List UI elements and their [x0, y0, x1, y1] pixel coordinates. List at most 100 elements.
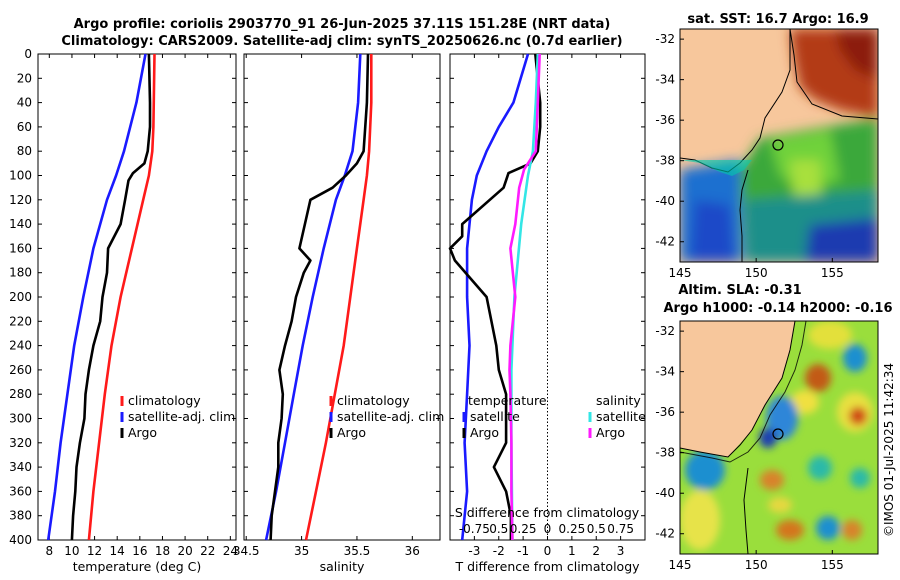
sla-map-frame — [679, 320, 879, 555]
sdiff-tick-label: 0.5 — [489, 522, 508, 536]
depth-tick-label: 260 — [9, 363, 32, 377]
x-tick-label: 34.5 — [233, 544, 260, 558]
x-tick-label: 10 — [64, 544, 79, 558]
legend-salinity-title: salinity — [596, 393, 641, 408]
map-y-tick-label: -42 — [655, 527, 675, 541]
sal-argo-line — [269, 53, 370, 541]
x-tick-label: 2 — [592, 544, 600, 558]
depth-tick-label: 240 — [9, 339, 32, 353]
sdiff-xlabel: S difference from climatology — [455, 505, 640, 520]
depth-tick-label: 100 — [9, 169, 32, 183]
legend-label: Argo — [470, 425, 499, 440]
map-x-tick-label: 150 — [745, 266, 768, 280]
sdiff-tick-label: 0.75 — [607, 522, 634, 536]
map-y-tick-label: -36 — [655, 405, 675, 419]
depth-tick-label: 140 — [9, 217, 32, 231]
sdiff-tick-label: 0.25 — [559, 522, 586, 536]
legend-label: satellite — [596, 409, 646, 424]
map-x-tick-label: 150 — [745, 558, 768, 572]
sst-argo-marker — [772, 139, 784, 151]
map-x-tick-label: 145 — [669, 266, 692, 280]
depth-tick-label: 0 — [24, 47, 32, 61]
legend-label: satellite-adj. clim — [128, 409, 235, 424]
legend-label: satellite-adj. clim — [337, 409, 444, 424]
map-y-tick-label: -42 — [655, 235, 675, 249]
depth-tick-label: 200 — [9, 290, 32, 304]
temperature-xlabel: temperature (deg C) — [73, 559, 202, 574]
sst-shelf-contour — [739, 169, 749, 262]
legend-label: climatology — [128, 393, 201, 408]
map-y-tick-label: -40 — [655, 486, 675, 500]
difference-panel: -3 -2 -1 0 1 2 3T difference from climatology S… — [448, 53, 646, 574]
x-tick-label: 35.5 — [344, 544, 371, 558]
sla-land — [680, 321, 795, 457]
depth-tick-label: 340 — [9, 460, 32, 474]
depth-tick-label: 20 — [17, 71, 32, 85]
map-y-tick-label: -34 — [655, 365, 675, 379]
depth-tick-label: 220 — [9, 314, 32, 328]
sla-map-title-line2: Argo h1000: -0.14 h2000: -0.16 — [663, 301, 892, 316]
depth-tick-label: 60 — [17, 120, 32, 134]
sdiff-tick-label: 0.5 — [587, 522, 606, 536]
temp-climatology-line — [87, 53, 156, 541]
x-tick-label: 3 — [617, 544, 625, 558]
salinity-panel: 34.5 35 35.5 36 salinity climatologysatellite… — [233, 53, 444, 574]
sla-coastline — [680, 321, 796, 458]
map-y-tick-label: -38 — [655, 446, 675, 460]
depth-tick-label: 300 — [9, 412, 32, 426]
legend-label: satellite — [470, 409, 520, 424]
x-tick-label: 16 — [132, 544, 147, 558]
sst-front-contour — [789, 29, 878, 120]
x-tick-label: 22 — [200, 544, 215, 558]
x-tick-label: 8 — [45, 544, 53, 558]
salinity-xlabel: salinity — [320, 559, 365, 574]
map-y-tick-label: -32 — [655, 32, 675, 46]
tdiff-argo-line — [448, 53, 542, 540]
credit-text: ©IMOS 01-Jul-2025 11:42:34 — [882, 363, 896, 537]
temp-satellite-line — [46, 53, 147, 541]
sdiff-tick-label: 0 — [544, 522, 552, 536]
temperature-frame — [37, 53, 237, 541]
x-tick-label: -1 — [517, 544, 529, 558]
legend-label: Argo — [128, 425, 157, 440]
map-y-tick-label: -38 — [655, 154, 675, 168]
sst-map: 145 150 155 -32 -34 -36 -38 -40 -42 — [655, 28, 879, 280]
sla-map: 145 150 155 -32 -34 -36 -38 -40 -42 — [655, 320, 879, 572]
temp-argo-line — [70, 53, 152, 541]
sla-map-title-line1: Altim. SLA: -0.31 — [678, 283, 801, 298]
x-tick-label: 12 — [87, 544, 102, 558]
map-y-tick-label: -36 — [655, 113, 675, 127]
x-tick-label: 14 — [110, 544, 125, 558]
map-x-tick-label: 155 — [821, 266, 844, 280]
sst-map-frame — [679, 28, 879, 263]
sdiff-tick-label: 0.25 — [510, 522, 537, 536]
map-y-tick-label: -32 — [655, 324, 675, 338]
map-x-tick-label: 155 — [821, 558, 844, 572]
salinity-frame — [243, 53, 441, 541]
sdiff-argo-line — [508, 53, 541, 541]
main-title-line1: Argo profile: coriolis 2903770_91 26-Jun… — [74, 17, 611, 32]
depth-tick-label: 380 — [9, 509, 32, 523]
legend-label: Argo — [596, 425, 625, 440]
sst-map-title: sat. SST: 16.7 Argo: 16.9 — [687, 12, 868, 27]
depth-tick-label: 160 — [9, 241, 32, 255]
tdiff-satellite-line — [460, 53, 530, 541]
depth-tick-label: 80 — [17, 144, 32, 158]
depth-tick-label: 400 — [9, 533, 32, 547]
x-tick-label: 0 — [544, 544, 552, 558]
legend-temperature-title: temperature — [468, 393, 547, 408]
differences-xlabel: T difference from climatology — [454, 559, 640, 574]
sla-argo-marker — [772, 428, 784, 440]
x-tick-label: -3 — [468, 544, 480, 558]
x-tick-label: 20 — [177, 544, 192, 558]
sal-satellite-line — [264, 53, 362, 541]
x-tick-label: -2 — [493, 544, 505, 558]
x-tick-label: 1 — [568, 544, 576, 558]
depth-tick-label: 360 — [9, 484, 32, 498]
main-title-line2: Climatology: CARS2009. Satellite-adj cli… — [61, 34, 622, 49]
x-tick-label: 18 — [155, 544, 170, 558]
sal-climatology-line — [304, 54, 373, 541]
depth-tick-label: 320 — [9, 436, 32, 450]
sdiff-tick-label: -0.75 — [459, 522, 490, 536]
